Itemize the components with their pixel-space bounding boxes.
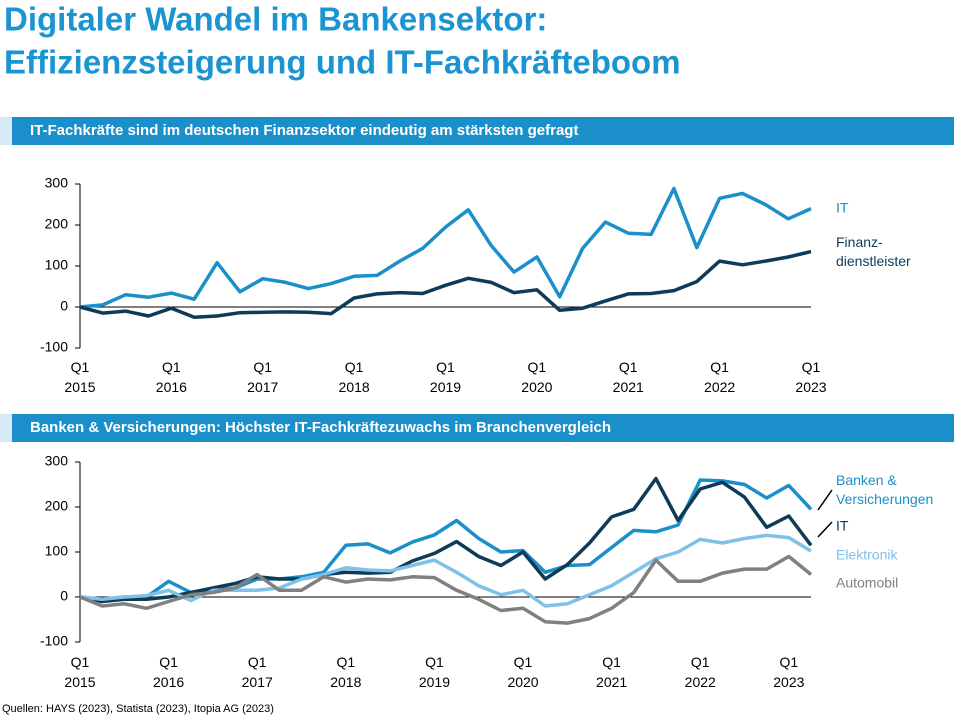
legend-label: IT [836,518,849,534]
x-tick-label: Q1 2023 [795,359,826,395]
y-tick-label: 300 [45,453,69,469]
series-line [79,533,812,608]
x-tick-label: Q1 2020 [521,359,552,395]
x-tick-label: Q1 2022 [704,359,735,395]
y-tick-label: 0 [60,588,68,604]
chart-title: Banken & Versicherungen: Höchster IT-Fac… [30,419,611,436]
x-tick-label: Q1 2019 [430,359,461,395]
y-tick-label: 200 [45,498,69,514]
legend-label: Banken & Versicherungen [836,472,933,507]
series-line [79,476,813,604]
x-tick-label: Q1 2023 [773,654,804,690]
banner-accent [0,414,12,442]
x-tick-label: Q1 2018 [339,359,370,395]
connector [817,521,833,538]
x-tick-label: Q1 2021 [596,654,627,690]
x-tick-label: Q1 2019 [419,654,450,690]
x-tick-label: Q1 2021 [613,359,644,395]
x-tick-label: Q1 2015 [64,654,95,690]
x-tick-label: Q1 2017 [247,359,278,395]
y-tick-label: 100 [45,257,69,273]
y-tick-label: -100 [40,339,68,355]
banner-bg [0,414,954,442]
x-tick-label: Q1 2016 [156,359,187,395]
y-tick-label: 300 [45,175,69,191]
legend-label: Elektronik [836,547,898,563]
series-line [79,186,812,309]
x-tick-label: Q1 2022 [685,654,716,690]
y-tick-label: 0 [60,298,68,314]
y-tick-label: -100 [40,633,68,649]
y-tick-label: 100 [45,543,69,559]
page-title: Digitaler Wandel im Bankensektor: [4,1,547,38]
connector [817,489,833,511]
source: Quellen: HAYS (2023), Statista (2023), I… [2,703,274,715]
legend-label: IT [836,200,849,216]
series-line [79,249,812,320]
legend-label: Finanz-dienstleister [836,234,911,269]
x-tick-label: Q1 2015 [64,359,95,395]
page-title: Effizienzsteigerung und IT-Fachkräfteboo… [4,44,681,81]
x-tick-label: Q1 2017 [242,654,273,690]
series-line [79,554,813,625]
legend-label: Automobil [836,575,898,591]
chart-title: IT-Fachkräfte sind im deutschen Finanzse… [30,122,578,139]
y-tick-label: 200 [45,216,69,232]
x-tick-label: Q1 2020 [507,654,538,690]
banner-bg [0,117,954,145]
x-tick-label: Q1 2016 [153,654,184,690]
banner-accent [0,117,12,145]
x-tick-label: Q1 2018 [330,654,361,690]
